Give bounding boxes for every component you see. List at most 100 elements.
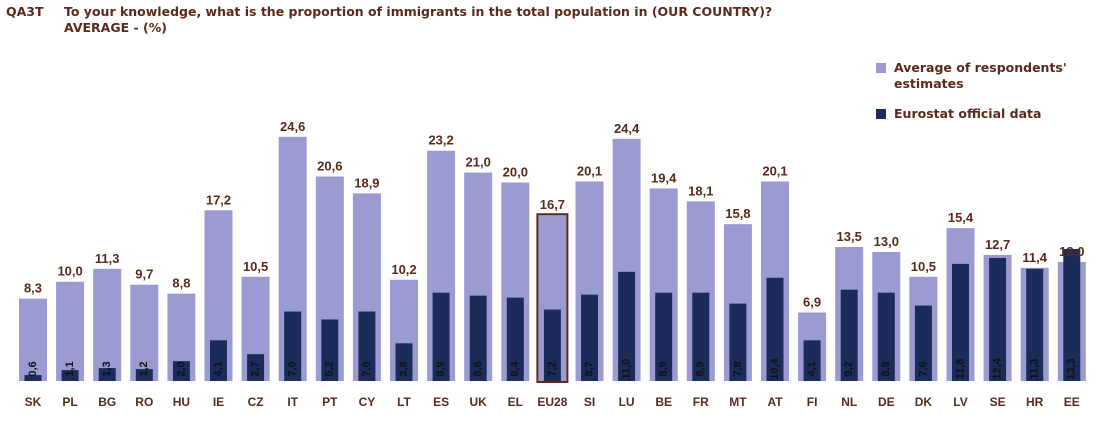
label-official-lu: 11,0 — [621, 359, 633, 380]
label-official-bg: 1,3 — [101, 361, 113, 376]
label-estimate-eu28: 16,7 — [540, 197, 565, 212]
bar-estimate-ro — [130, 284, 159, 381]
bar-estimate-sk — [19, 298, 47, 381]
tick-label-es: ES — [433, 395, 449, 409]
tick-label-fr: FR — [693, 395, 709, 409]
label-estimate-pt: 20,6 — [317, 159, 342, 174]
tick-label-lt: LT — [397, 395, 411, 409]
bar-official-nl — [840, 289, 858, 381]
label-official-dk: 7,6 — [917, 361, 929, 376]
tick-label-nl: NL — [841, 395, 857, 409]
tick-label-de: DE — [878, 395, 895, 409]
tick-label-cz: CZ — [248, 395, 264, 409]
chart-subtitle: AVERAGE - (%) — [64, 20, 167, 35]
question-code: QA3T — [6, 4, 44, 19]
label-official-el: 8,4 — [509, 360, 521, 376]
tick-label-it: IT — [287, 395, 298, 409]
label-estimate-mt: 15,8 — [725, 206, 750, 221]
highlight-outline — [536, 213, 569, 383]
label-official-si: 8,7 — [583, 361, 595, 376]
label-official-fr: 8,9 — [695, 361, 707, 376]
label-official-mt: 7,8 — [732, 361, 744, 376]
label-official-it: 7,0 — [287, 361, 299, 376]
tick-label-lu: LU — [619, 395, 635, 409]
label-estimate-uk: 21,0 — [466, 155, 491, 170]
label-estimate-hr: 11,4 — [1022, 250, 1047, 265]
label-estimate-at: 20,1 — [762, 163, 787, 178]
tick-label-uk: UK — [470, 395, 488, 409]
bar-official-hr — [1026, 268, 1044, 381]
tick-label-fi: FI — [807, 395, 818, 409]
label-estimate-se: 12,7 — [985, 237, 1010, 252]
legend-swatch-official — [876, 109, 886, 119]
label-estimate-nl: 13,5 — [837, 229, 862, 244]
tick-label-ro: RO — [135, 395, 153, 409]
label-official-ie: 4,1 — [212, 361, 224, 376]
tick-label-pt: PT — [322, 395, 338, 409]
label-official-be: 8,9 — [658, 361, 670, 376]
label-estimate-pl: 10,0 — [57, 264, 82, 279]
bar-official-se — [989, 257, 1007, 381]
label-official-de: 8,9 — [880, 361, 892, 376]
label-estimate-sk: 8,3 — [24, 281, 42, 296]
label-official-lt: 3,8 — [398, 361, 410, 376]
bar-estimate-pl — [56, 281, 85, 381]
tick-label-bg: BG — [98, 395, 116, 409]
bar-official-pl — [61, 370, 79, 381]
tick-label-dk: DK — [915, 395, 933, 409]
bar-official-dk — [914, 305, 932, 381]
label-estimate-dk: 10,5 — [911, 259, 936, 274]
label-estimate-fr: 18,1 — [688, 183, 713, 198]
tick-label-cy: CY — [359, 395, 376, 409]
bar-official-sk — [24, 375, 42, 381]
label-estimate-cz: 10,5 — [243, 259, 268, 274]
bar-official-be — [655, 292, 673, 381]
tick-label-eu28: EU28 — [537, 395, 567, 409]
label-official-at: 10,4 — [769, 357, 781, 379]
tick-label-hu: HU — [173, 395, 190, 409]
question-text: To your knowledge, what is the proportio… — [64, 4, 773, 19]
bar-official-hu — [172, 361, 190, 381]
label-estimate-ee: 12,0 — [1059, 244, 1084, 259]
label-estimate-ie: 17,2 — [206, 192, 231, 207]
label-official-uk: 8,6 — [472, 361, 484, 376]
bar-official-ee — [1063, 248, 1081, 381]
legend-item-estimates: Average of respondents' estimates — [876, 60, 1076, 92]
label-estimate-lv: 15,4 — [948, 210, 974, 225]
label-estimate-cy: 18,9 — [354, 175, 379, 190]
bar-official-bg — [98, 368, 116, 381]
bar-official-mt — [729, 303, 747, 381]
legend-label-estimates: Average of respondents' estimates — [894, 60, 1067, 91]
label-estimate-fi: 6,9 — [803, 295, 821, 310]
label-official-cz: 2,7 — [250, 361, 262, 376]
bar-official-lt — [395, 343, 413, 381]
label-official-ro: 1,2 — [138, 361, 150, 376]
label-estimate-lu: 24,4 — [614, 121, 640, 136]
label-estimate-de: 13,0 — [874, 234, 899, 249]
tick-label-mt: MT — [729, 395, 747, 409]
label-official-sk: 0,6 — [27, 361, 39, 376]
tick-label-lv: LV — [953, 395, 967, 409]
legend-item-official: Eurostat official data — [876, 106, 1076, 122]
bar-official-eu28 — [543, 309, 561, 381]
label-estimate-it: 24,6 — [280, 119, 305, 134]
tick-label-at: AT — [767, 395, 783, 409]
label-estimate-si: 20,1 — [577, 163, 602, 178]
chart-legend: Average of respondents' estimates Eurost… — [876, 60, 1076, 136]
bar-official-cz — [247, 354, 265, 381]
legend-swatch-estimates — [876, 63, 886, 73]
label-official-eu28: 7,2 — [546, 361, 558, 376]
bar-official-cy — [358, 311, 376, 381]
label-estimate-be: 19,4 — [651, 170, 677, 185]
legend-label-official: Eurostat official data — [894, 106, 1042, 121]
label-official-hu: 2,0 — [175, 361, 187, 376]
label-official-ee: 13,3 — [1066, 358, 1078, 379]
bar-official-fr — [692, 292, 710, 381]
tick-label-el: EL — [508, 395, 523, 409]
label-official-pt: 6,2 — [324, 361, 336, 376]
tick-label-be: BE — [655, 395, 672, 409]
bar-official-si — [581, 294, 598, 381]
bar-official-ro — [135, 369, 153, 381]
label-estimate-es: 23,2 — [428, 133, 453, 148]
